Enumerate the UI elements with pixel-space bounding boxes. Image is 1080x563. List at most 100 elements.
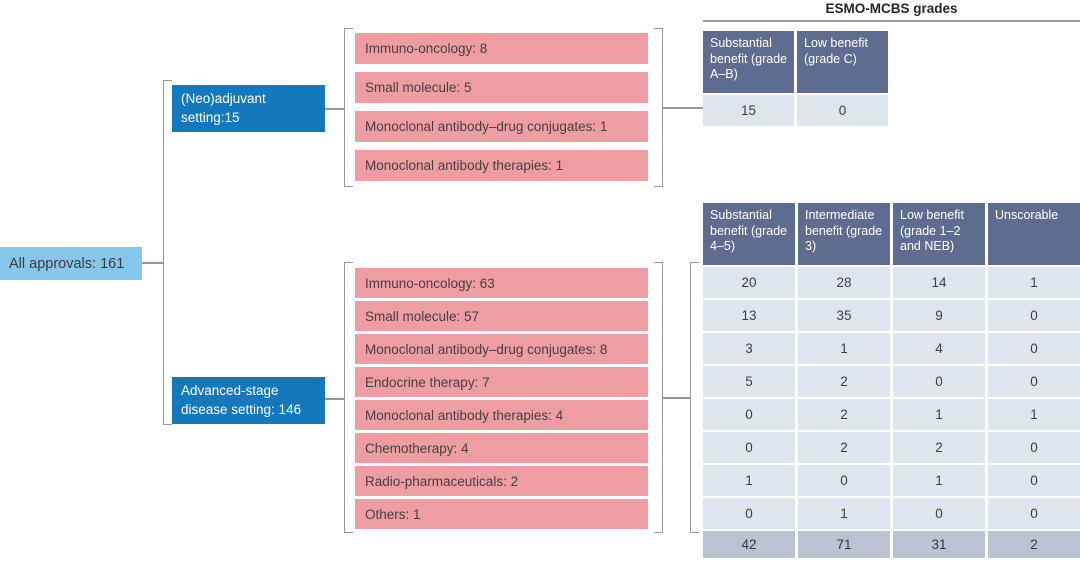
neoadjuvant-therapies-left-bracket (344, 28, 353, 187)
table-cell: 1 (798, 333, 890, 364)
table-cell: 15 (703, 95, 794, 126)
therapy-label: Others: 1 (365, 506, 421, 522)
table-cell: 14 (893, 267, 985, 298)
table-cell: 0 (988, 300, 1080, 331)
table-row: 5 2 0 0 (703, 366, 1080, 397)
table-row: 3 1 4 0 (703, 333, 1080, 364)
connector-line (663, 397, 691, 399)
advanced-table-bracket (690, 262, 699, 533)
table-cell: 1 (893, 399, 985, 430)
table-row: 0 2 1 1 (703, 399, 1080, 430)
table-cell: 35 (798, 300, 890, 331)
table-header-cell: Substantial benefit (grade A–B) (703, 31, 794, 93)
table-cell: 1 (893, 465, 985, 496)
table-cell: 2 (798, 399, 890, 430)
table-row: 13 35 9 0 (703, 300, 1080, 331)
table-cell: 0 (988, 333, 1080, 364)
advanced-therapies-right-bracket (654, 262, 663, 533)
therapy-label: Monoclonal antibody–drug conjugates: 8 (365, 341, 608, 357)
therapy-label: Immuno-oncology: 63 (365, 275, 495, 291)
neoadjuvant-therapy-list: Immuno-oncology: 8 Small molecule: 5 Mon… (355, 33, 648, 189)
table-cell: 0 (797, 95, 888, 126)
therapy-box: Monoclonal antibody therapies: 4 (355, 400, 648, 430)
root-bracket (163, 80, 172, 425)
table-total-row: 42 71 31 2 (703, 531, 1080, 558)
therapy-box: Endocrine therapy: 7 (355, 367, 648, 397)
therapy-box: Monoclonal antibody–drug conjugates: 8 (355, 334, 648, 364)
therapy-box: Immuno-oncology: 63 (355, 268, 648, 298)
table-cell: 1 (988, 267, 1080, 298)
table-row: 0 1 0 0 (703, 498, 1080, 529)
therapy-box: Others: 1 (355, 499, 648, 529)
table-cell: 0 (893, 498, 985, 529)
advanced-setting-box: Advanced-stage disease setting: 146 (172, 377, 325, 424)
table-cell: 3 (703, 333, 795, 364)
connector-line (325, 108, 344, 110)
table-header-row: Substantial benefit (grade 4–5) Intermed… (703, 203, 1080, 265)
advanced-therapies-left-bracket (344, 262, 353, 533)
therapy-label: Radio-pharmaceuticals: 2 (365, 473, 519, 489)
connector-line (142, 262, 163, 264)
therapy-label: Chemotherapy: 4 (365, 440, 469, 456)
all-approvals-label: All approvals: 161 (9, 255, 125, 272)
table-cell: 0 (703, 399, 795, 430)
advanced-therapy-list: Immuno-oncology: 63 Small molecule: 57 M… (355, 268, 648, 532)
table-cell: 20 (703, 267, 795, 298)
table-cell: 0 (893, 366, 985, 397)
therapy-label: Monoclonal antibody therapies: 4 (365, 407, 564, 423)
table-header-cell: Substantial benefit (grade 4–5) (703, 203, 795, 265)
neoadjuvant-setting-box: (Neo)adjuvant setting:15 (172, 85, 325, 132)
table-cell: 0 (988, 498, 1080, 529)
table-cell: 2 (893, 432, 985, 463)
connector-line (663, 107, 703, 109)
table-cell: 0 (988, 465, 1080, 496)
table-cell: 1 (703, 465, 795, 496)
all-approvals-box: All approvals: 161 (0, 247, 142, 280)
grades-title-rule (703, 20, 1080, 22)
table-cell: 13 (703, 300, 795, 331)
therapy-label: Monoclonal antibody–drug conjugates: 1 (365, 119, 608, 134)
therapy-box: Radio-pharmaceuticals: 2 (355, 466, 648, 496)
table-total-cell: 71 (798, 531, 890, 558)
table-header-cell: Unscorable (988, 203, 1080, 265)
table-cell: 1 (798, 498, 890, 529)
table-cell: 0 (988, 432, 1080, 463)
table-header-cell: Intermediate benefit (grade 3) (798, 203, 890, 265)
table-cell: 5 (703, 366, 795, 397)
therapy-box: Chemotherapy: 4 (355, 433, 648, 463)
table-cell: 28 (798, 267, 890, 298)
advanced-setting-label: Advanced-stage disease setting: 146 (181, 383, 302, 417)
table-cell: 0 (988, 366, 1080, 397)
table-cell: 0 (703, 498, 795, 529)
neoadjuvant-setting-label: (Neo)adjuvant setting:15 (181, 91, 266, 125)
table-header-cell: Low benefit (grade C) (797, 31, 888, 93)
connector-line (325, 398, 344, 400)
table-cell: 4 (893, 333, 985, 364)
table-row: 15 0 (703, 95, 888, 126)
therapy-label: Small molecule: 5 (365, 80, 472, 95)
therapy-label: Monoclonal antibody therapies: 1 (365, 158, 564, 173)
table-total-cell: 31 (893, 531, 985, 558)
table-row: 20 28 14 1 (703, 267, 1080, 298)
table-total-cell: 42 (703, 531, 795, 558)
therapy-box: Immuno-oncology: 8 (355, 33, 648, 64)
table-cell: 2 (798, 366, 890, 397)
therapy-label: Small molecule: 57 (365, 308, 480, 324)
table-cell: 9 (893, 300, 985, 331)
neoadjuvant-therapies-right-bracket (654, 28, 663, 187)
table-cell: 1 (988, 399, 1080, 430)
table-total-cell: 2 (988, 531, 1080, 558)
table-row: 0 2 2 0 (703, 432, 1080, 463)
esmo-mcbs-grades-title: ESMO-MCBS grades (825, 1, 958, 16)
table-cell: 0 (703, 432, 795, 463)
therapy-label: Immuno-oncology: 8 (365, 41, 488, 56)
therapy-box: Monoclonal antibody therapies: 1 (355, 150, 648, 181)
table-header-cell: Low benefit (grade 1–2 and NEB) (893, 203, 985, 265)
therapy-box: Small molecule: 57 (355, 301, 648, 331)
table-header-row: Substantial benefit (grade A–B) Low bene… (703, 31, 888, 93)
table-row: 1 0 1 0 (703, 465, 1080, 496)
therapy-label: Endocrine therapy: 7 (365, 374, 490, 390)
table-cell: 0 (798, 465, 890, 496)
therapy-box: Monoclonal antibody–drug conjugates: 1 (355, 111, 648, 142)
